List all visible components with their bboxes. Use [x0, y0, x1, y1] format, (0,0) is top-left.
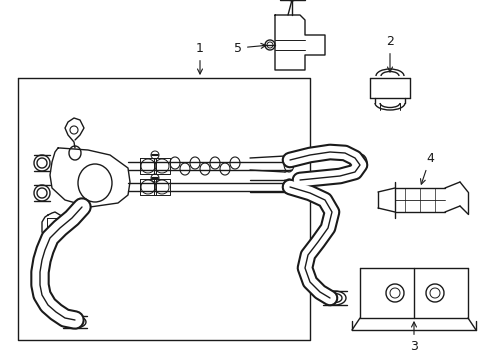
- Text: 1: 1: [196, 42, 203, 74]
- Text: 3: 3: [409, 322, 417, 353]
- Text: 5: 5: [234, 41, 265, 54]
- Text: 2: 2: [385, 35, 393, 72]
- Text: 4: 4: [420, 152, 433, 184]
